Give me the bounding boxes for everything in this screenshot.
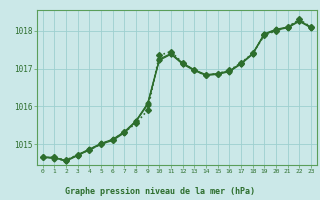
Text: Graphe pression niveau de la mer (hPa): Graphe pression niveau de la mer (hPa) (65, 187, 255, 196)
